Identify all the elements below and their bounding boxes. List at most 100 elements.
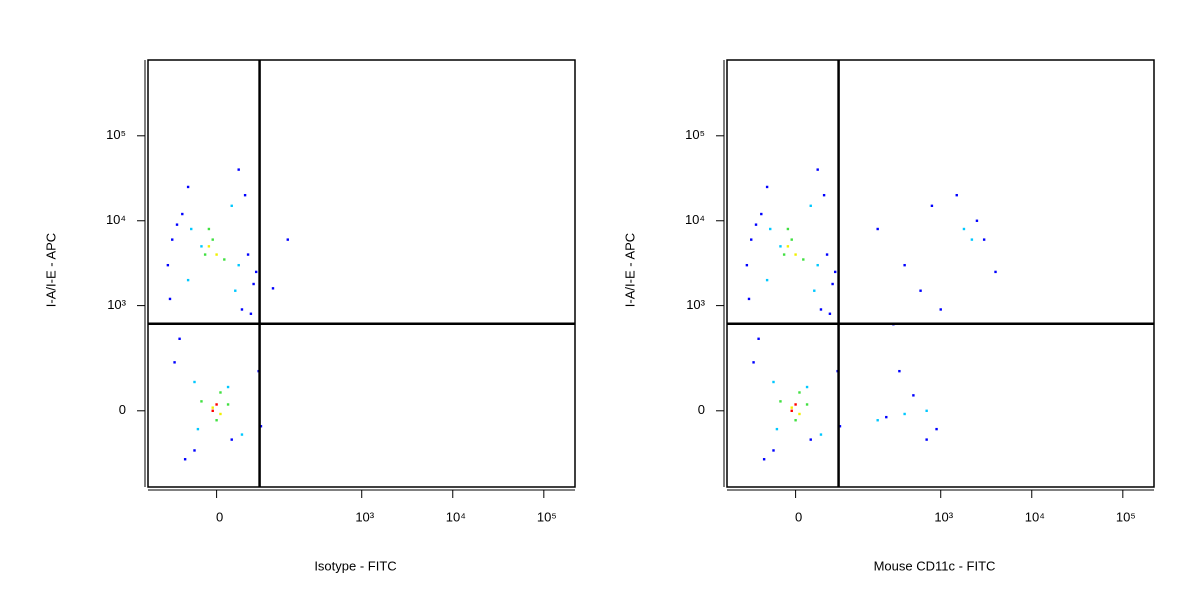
event-dot bbox=[254, 270, 258, 274]
event-dot bbox=[166, 263, 170, 267]
event-dot bbox=[259, 425, 263, 428]
event-dot bbox=[223, 258, 226, 261]
event-dot bbox=[779, 400, 782, 403]
event-dot bbox=[252, 282, 255, 286]
event-dot bbox=[754, 223, 758, 226]
event-dot bbox=[200, 400, 203, 403]
event-dot bbox=[790, 406, 793, 409]
event-dot bbox=[190, 227, 193, 231]
event-dot bbox=[813, 289, 816, 292]
event-dot bbox=[240, 308, 244, 311]
event-dot bbox=[831, 282, 834, 286]
event-dot bbox=[237, 263, 240, 267]
event-dot bbox=[183, 458, 187, 461]
event-dot bbox=[935, 427, 938, 431]
y-tick-label: 0 bbox=[119, 402, 126, 417]
event-dot bbox=[962, 227, 966, 231]
x-axis-label: Isotype - FITC bbox=[314, 558, 396, 573]
y-tick-label: 0 bbox=[698, 402, 705, 417]
event-dot bbox=[775, 427, 779, 431]
event-dot bbox=[779, 245, 782, 248]
event-dot bbox=[809, 204, 812, 208]
x-tick-label: 10³ bbox=[934, 509, 953, 524]
event-dot bbox=[833, 270, 837, 274]
y-axis-label: I-A/I-E - APC bbox=[622, 233, 637, 307]
event-dot bbox=[782, 253, 786, 256]
event-dot bbox=[215, 253, 218, 256]
y-tick-label: 10⁴ bbox=[106, 212, 126, 227]
x-tick-label: 10⁵ bbox=[537, 509, 557, 524]
event-dot bbox=[786, 227, 790, 231]
x-axis-label: Mouse CD11c - FITC bbox=[874, 558, 996, 573]
event-dot bbox=[249, 312, 253, 315]
event-dot bbox=[816, 263, 819, 267]
plot-frame bbox=[726, 59, 1155, 488]
event-dot bbox=[762, 458, 766, 461]
event-dot bbox=[819, 433, 823, 436]
event-dot bbox=[772, 380, 775, 384]
event-dot bbox=[211, 409, 214, 412]
event-dot bbox=[203, 253, 207, 256]
event-dot bbox=[211, 238, 214, 241]
event-dot bbox=[181, 212, 184, 216]
event-dot bbox=[193, 380, 196, 384]
event-dot bbox=[828, 312, 832, 315]
event-dot bbox=[215, 403, 218, 406]
event-dot bbox=[193, 449, 196, 452]
event-dot bbox=[790, 409, 793, 412]
event-dot bbox=[838, 425, 842, 428]
event-dot bbox=[196, 427, 200, 431]
event-dot bbox=[211, 406, 214, 409]
event-dot bbox=[243, 193, 247, 197]
event-dot bbox=[825, 253, 829, 256]
event-dot bbox=[207, 227, 211, 231]
event-dot bbox=[246, 253, 250, 256]
event-dot bbox=[178, 337, 181, 340]
event-dot bbox=[173, 361, 176, 364]
x-tick-label: 10⁵ bbox=[1116, 509, 1136, 524]
event-dot bbox=[903, 412, 906, 416]
event-dot bbox=[822, 193, 826, 197]
event-dot bbox=[919, 289, 922, 292]
event-dot bbox=[975, 219, 979, 222]
event-dot bbox=[215, 419, 218, 422]
event-dot bbox=[885, 415, 888, 419]
event-dot bbox=[794, 419, 797, 422]
event-dot bbox=[876, 419, 879, 422]
event-dot bbox=[798, 412, 801, 416]
event-dot bbox=[765, 185, 769, 189]
event-dot bbox=[802, 258, 805, 261]
event-dot bbox=[939, 308, 942, 311]
x-tick-label: 10⁴ bbox=[446, 509, 466, 524]
event-dot bbox=[805, 403, 809, 406]
event-dot bbox=[876, 227, 879, 231]
event-dot bbox=[186, 278, 190, 282]
event-dot bbox=[219, 412, 222, 416]
plot-frame bbox=[147, 59, 576, 488]
event-dot bbox=[955, 193, 958, 197]
event-dot bbox=[790, 238, 793, 241]
event-dot bbox=[752, 361, 755, 364]
x-tick-label: 10⁴ bbox=[1025, 509, 1045, 524]
event-dot bbox=[912, 394, 915, 397]
event-dot bbox=[240, 433, 244, 436]
event-dot bbox=[786, 245, 790, 248]
event-dot bbox=[750, 238, 753, 241]
event-dot bbox=[925, 409, 928, 412]
event-dot bbox=[230, 204, 233, 208]
event-dot bbox=[237, 168, 240, 171]
event-dot bbox=[168, 297, 172, 301]
event-dot bbox=[903, 263, 906, 267]
y-tick-label: 10⁵ bbox=[685, 127, 705, 142]
event-dot bbox=[930, 204, 934, 208]
event-dot bbox=[970, 238, 974, 241]
event-dot bbox=[794, 253, 797, 256]
event-dot bbox=[994, 270, 997, 274]
event-dot bbox=[769, 227, 772, 231]
event-dot bbox=[747, 297, 751, 301]
event-dot bbox=[207, 245, 211, 248]
x-tick-label: 0 bbox=[216, 509, 223, 524]
event-dot bbox=[816, 168, 819, 171]
